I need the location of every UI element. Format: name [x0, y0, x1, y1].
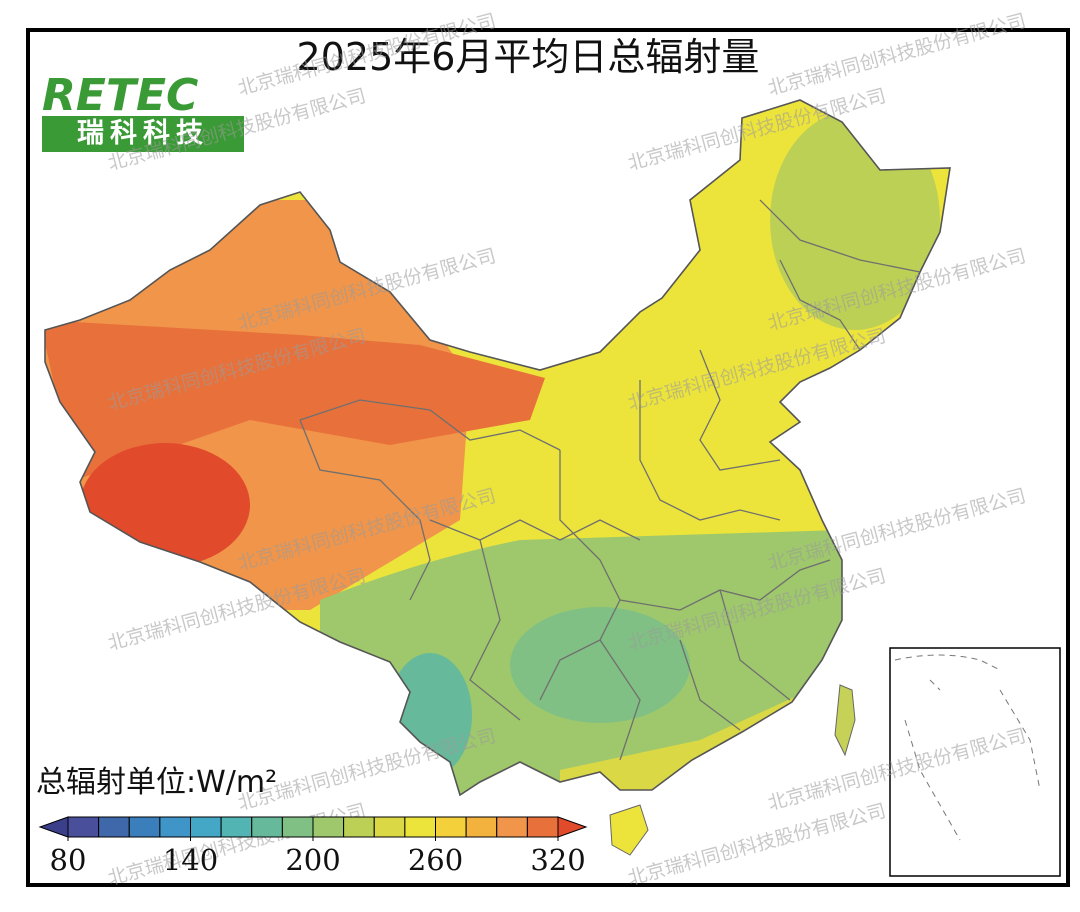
radiation-zone	[80, 443, 250, 567]
province-borders	[299, 199, 921, 761]
watermark: 北京瑞科同创科技股份有限公司	[626, 800, 889, 890]
colorbar-box	[251, 816, 283, 838]
colorbar-tick-label: 260	[408, 843, 463, 877]
colorbar-box	[526, 816, 559, 838]
radiation-zone	[45, 320, 545, 480]
inset-lines	[894, 654, 1041, 841]
colorbar-box	[190, 816, 222, 838]
colorbar-box	[435, 816, 467, 838]
south-sea-inset	[889, 647, 1061, 877]
colorbar-box	[496, 816, 528, 838]
title: 2025年6月平均日总辐射量	[297, 35, 760, 79]
colorbar-box	[98, 816, 130, 838]
taiwan	[834, 684, 856, 757]
radiation-zone	[510, 607, 690, 723]
colorbar-tick-label: 80	[50, 843, 87, 877]
colorbar-tick-label: 140	[163, 843, 218, 877]
colorbar-under	[38, 816, 69, 838]
colorbar-box	[67, 816, 100, 838]
colorbar-tick-label: 320	[530, 843, 585, 877]
colorbar-box	[159, 816, 191, 838]
frame	[26, 28, 1070, 887]
colorbar-box	[220, 816, 253, 838]
colorbar-box	[404, 816, 436, 838]
watermark: 北京瑞科同创科技股份有限公司	[766, 10, 1029, 100]
logo-brand: RETEC	[42, 70, 198, 121]
colorbar-label: 总辐射单位:W/m²	[36, 765, 277, 800]
colorbar-box	[373, 816, 406, 838]
colorbar: 80 140 200 260 320	[38, 816, 588, 877]
logo-name: 瑞科科技	[77, 118, 209, 149]
colorbar-box	[281, 816, 314, 838]
colorbar-tick-label: 200	[285, 843, 340, 877]
colorbar-box	[343, 816, 375, 838]
colorbar-box	[465, 816, 498, 838]
hainan	[609, 804, 649, 856]
colorbar-box	[312, 816, 345, 838]
logo-band	[42, 116, 244, 152]
colorbar-over	[557, 816, 588, 838]
colorbar-box	[128, 816, 161, 838]
